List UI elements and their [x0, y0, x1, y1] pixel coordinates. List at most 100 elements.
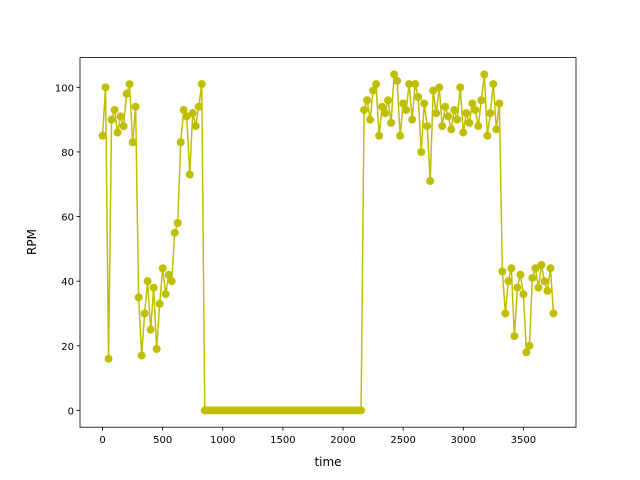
point	[441, 102, 450, 111]
point	[540, 277, 549, 286]
point	[140, 309, 149, 318]
point	[513, 283, 522, 292]
point	[360, 105, 369, 114]
x-axis-label: time	[314, 455, 341, 469]
point	[369, 86, 378, 95]
point	[387, 118, 396, 127]
point	[161, 290, 170, 299]
point	[375, 131, 384, 140]
point	[477, 96, 486, 105]
point	[182, 112, 191, 121]
point	[110, 105, 119, 114]
point	[393, 76, 402, 85]
point	[516, 270, 525, 279]
y-axis-label: RPM	[25, 229, 39, 255]
x-tick-label: 500	[153, 435, 172, 446]
point	[435, 83, 444, 92]
point	[450, 105, 459, 114]
x-tick-label: 2500	[390, 435, 415, 446]
point	[402, 105, 411, 114]
point	[423, 122, 432, 131]
point	[122, 89, 131, 98]
point	[417, 147, 426, 156]
point	[483, 131, 492, 140]
point	[507, 264, 516, 273]
point	[194, 102, 203, 111]
x-tick-label: 1500	[270, 435, 295, 446]
point	[528, 273, 537, 282]
point	[474, 122, 483, 131]
point	[372, 80, 381, 89]
point	[381, 109, 390, 118]
point	[405, 80, 414, 89]
y-tick-label: 20	[61, 342, 74, 353]
point	[432, 109, 441, 118]
point	[447, 125, 456, 134]
point	[486, 109, 495, 118]
point	[116, 112, 125, 121]
point	[429, 86, 438, 95]
point	[146, 325, 155, 334]
point	[519, 290, 528, 299]
point	[185, 170, 194, 179]
point	[363, 96, 372, 105]
plot-frame	[79, 57, 577, 428]
point	[125, 80, 134, 89]
point	[167, 277, 176, 286]
point	[465, 118, 474, 127]
y-tick-label: 40	[61, 277, 74, 288]
point	[549, 309, 558, 318]
point	[471, 105, 480, 114]
point	[357, 406, 366, 415]
point	[366, 115, 375, 124]
point	[155, 299, 164, 308]
point	[119, 122, 128, 131]
point	[414, 93, 423, 102]
point	[456, 83, 465, 92]
point	[399, 99, 408, 108]
point	[438, 122, 447, 131]
point	[191, 122, 200, 131]
x-tick-label: 0	[99, 435, 105, 446]
x-tick-label: 3500	[511, 435, 536, 446]
point	[158, 264, 167, 273]
point	[188, 109, 197, 118]
point	[107, 115, 116, 124]
point	[534, 283, 543, 292]
point	[101, 83, 110, 92]
point	[453, 115, 462, 124]
point	[495, 99, 504, 108]
point	[179, 105, 188, 114]
point	[426, 177, 435, 186]
point	[522, 348, 531, 357]
point	[468, 99, 477, 108]
point	[197, 80, 206, 89]
point	[176, 138, 185, 147]
point	[128, 138, 137, 147]
point	[390, 70, 399, 79]
point	[173, 219, 182, 228]
y-tick-label: 60	[61, 213, 74, 224]
point	[384, 96, 393, 105]
point	[137, 351, 146, 360]
point	[489, 80, 498, 89]
point	[411, 80, 420, 89]
x-tick-label: 2000	[330, 435, 355, 446]
point	[113, 128, 122, 137]
point	[149, 283, 158, 292]
point	[420, 99, 429, 108]
y-tick-label: 0	[68, 406, 74, 417]
x-tick-label: 1000	[210, 435, 235, 446]
point	[504, 277, 513, 286]
point	[543, 286, 552, 295]
point	[501, 309, 510, 318]
point	[104, 354, 113, 363]
point	[459, 128, 468, 137]
point	[444, 112, 453, 121]
point	[537, 261, 546, 270]
point	[131, 102, 140, 111]
point	[510, 332, 519, 341]
point	[531, 264, 540, 273]
point	[164, 270, 173, 279]
